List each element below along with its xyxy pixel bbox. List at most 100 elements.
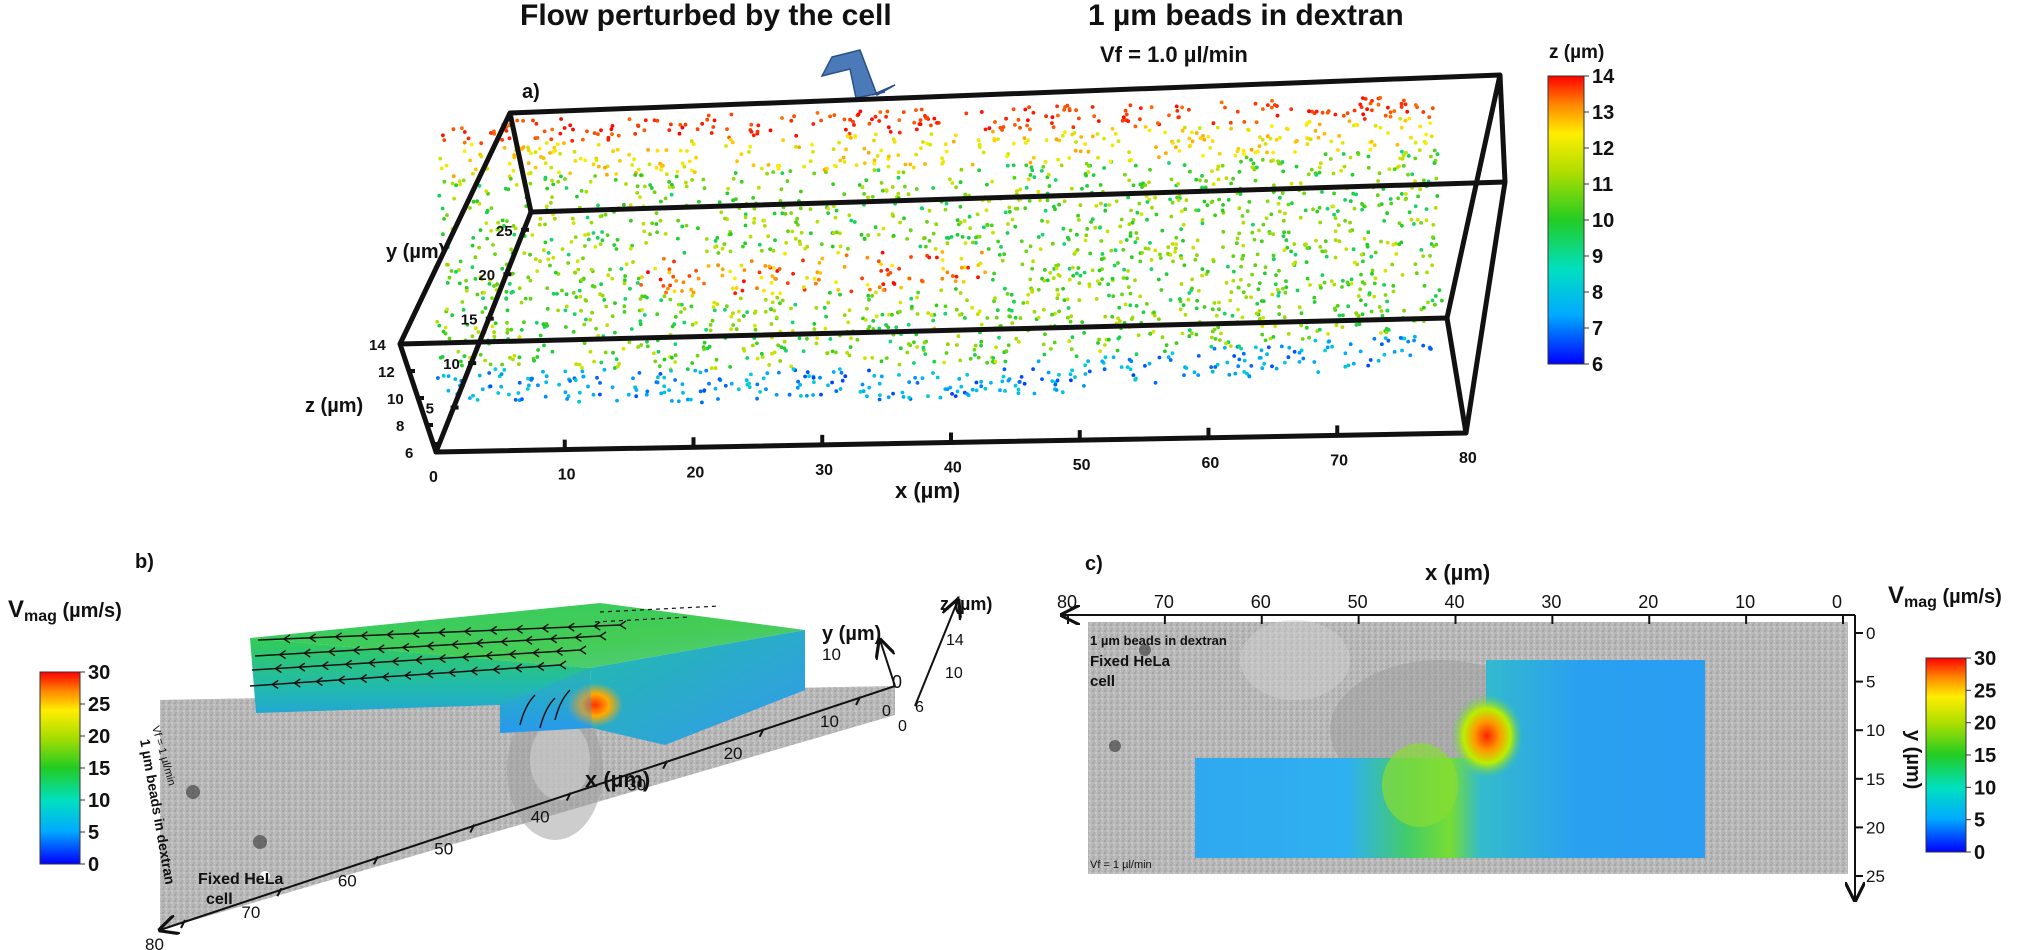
bead-point [525, 387, 530, 391]
bead-point [1210, 139, 1215, 144]
bead-point [1333, 238, 1338, 243]
bead-point [1099, 239, 1104, 243]
bead-point [446, 388, 451, 393]
bead-point [945, 270, 950, 275]
bead-point [1170, 200, 1175, 205]
bead-point [1357, 322, 1362, 327]
bead-point [599, 128, 603, 133]
bead-point [1405, 109, 1410, 114]
bead-point [667, 267, 672, 272]
bead-point [521, 119, 525, 123]
bead-point [482, 290, 486, 295]
bead-point [454, 269, 458, 274]
bead-point [487, 371, 492, 375]
bead-point [1333, 255, 1338, 260]
bead-point [1395, 165, 1400, 170]
bead-point [1013, 315, 1018, 320]
bead-point [914, 108, 918, 112]
bead-point [499, 372, 504, 376]
colorbar-vmag-b-gradient [39, 671, 81, 865]
bead-point [943, 304, 948, 309]
c-y-tick-label: 15 [1866, 770, 1885, 789]
bead-point [915, 312, 920, 316]
bead-point [552, 216, 557, 221]
bead-point [1342, 164, 1347, 169]
bead-point [894, 325, 899, 330]
bead-point [1085, 227, 1090, 231]
bead-point [923, 352, 928, 356]
bead-point [681, 280, 686, 285]
colorbar-tick-label: 25 [1974, 680, 1996, 702]
bead-point [1388, 114, 1393, 119]
bead-point [708, 323, 713, 327]
bead-point [586, 232, 591, 237]
bead-point [1259, 348, 1264, 353]
bead-point [1286, 355, 1291, 360]
bead-point [979, 322, 984, 327]
bead-point [1056, 292, 1061, 297]
bead-point [737, 309, 741, 314]
bead-point [865, 283, 870, 287]
bead-point [1036, 359, 1041, 364]
bead-point [1370, 271, 1374, 276]
bead-point [1362, 204, 1367, 209]
bead-point [1123, 108, 1128, 113]
bead-point [1360, 280, 1365, 285]
bead-point [793, 302, 798, 307]
bead-point [997, 253, 1002, 257]
bead-point [1341, 152, 1346, 156]
bead-point [526, 161, 531, 166]
bead-point [1403, 118, 1408, 123]
bead-point [1022, 381, 1027, 386]
bead-point [729, 381, 734, 386]
bead-point [1075, 271, 1079, 276]
bead-point [765, 171, 769, 176]
bead-point [571, 127, 575, 132]
bead-point [677, 131, 682, 136]
bead-point [933, 247, 938, 251]
bead-point [542, 343, 546, 348]
bead-point [1061, 133, 1065, 138]
bead-point [1128, 103, 1133, 108]
bead-point [464, 286, 469, 290]
bead-point [1030, 287, 1034, 292]
bead-point [550, 349, 555, 354]
bead-point [1069, 347, 1074, 352]
bead-point [1210, 335, 1214, 340]
bead-point [752, 311, 757, 315]
bead-point [1023, 107, 1028, 112]
bead-point [1110, 276, 1115, 281]
bead-point [919, 146, 923, 151]
bead-point [1174, 246, 1178, 251]
bead-point [1370, 108, 1374, 113]
bead-point [802, 164, 806, 169]
bead-point [1190, 286, 1194, 291]
bead-point [1118, 319, 1122, 323]
bead-point [1412, 338, 1416, 343]
bead-point [1260, 324, 1265, 328]
bead-point [1253, 101, 1258, 106]
bead-point [509, 247, 514, 252]
bead-point [797, 239, 802, 244]
bead-point [1030, 168, 1035, 173]
bead-point [684, 180, 688, 185]
bead-point [1176, 182, 1181, 186]
bead-point [1215, 362, 1220, 367]
bead-point [1294, 164, 1299, 169]
bead-point [665, 172, 669, 177]
bead-point [1055, 104, 1059, 109]
bead-point [462, 140, 467, 145]
bead-point [1380, 342, 1384, 347]
bead-point [1001, 374, 1006, 379]
bead-point [1360, 207, 1364, 212]
bead-point [943, 207, 948, 212]
bead-point [932, 116, 937, 121]
bead-point [573, 159, 578, 163]
bead-point [730, 286, 735, 291]
bead-point [1003, 210, 1008, 215]
bead-point [568, 123, 573, 128]
bead-point [1400, 149, 1404, 154]
bead-point [1413, 140, 1418, 145]
bead-point [648, 183, 652, 187]
bead-point [1123, 302, 1128, 307]
